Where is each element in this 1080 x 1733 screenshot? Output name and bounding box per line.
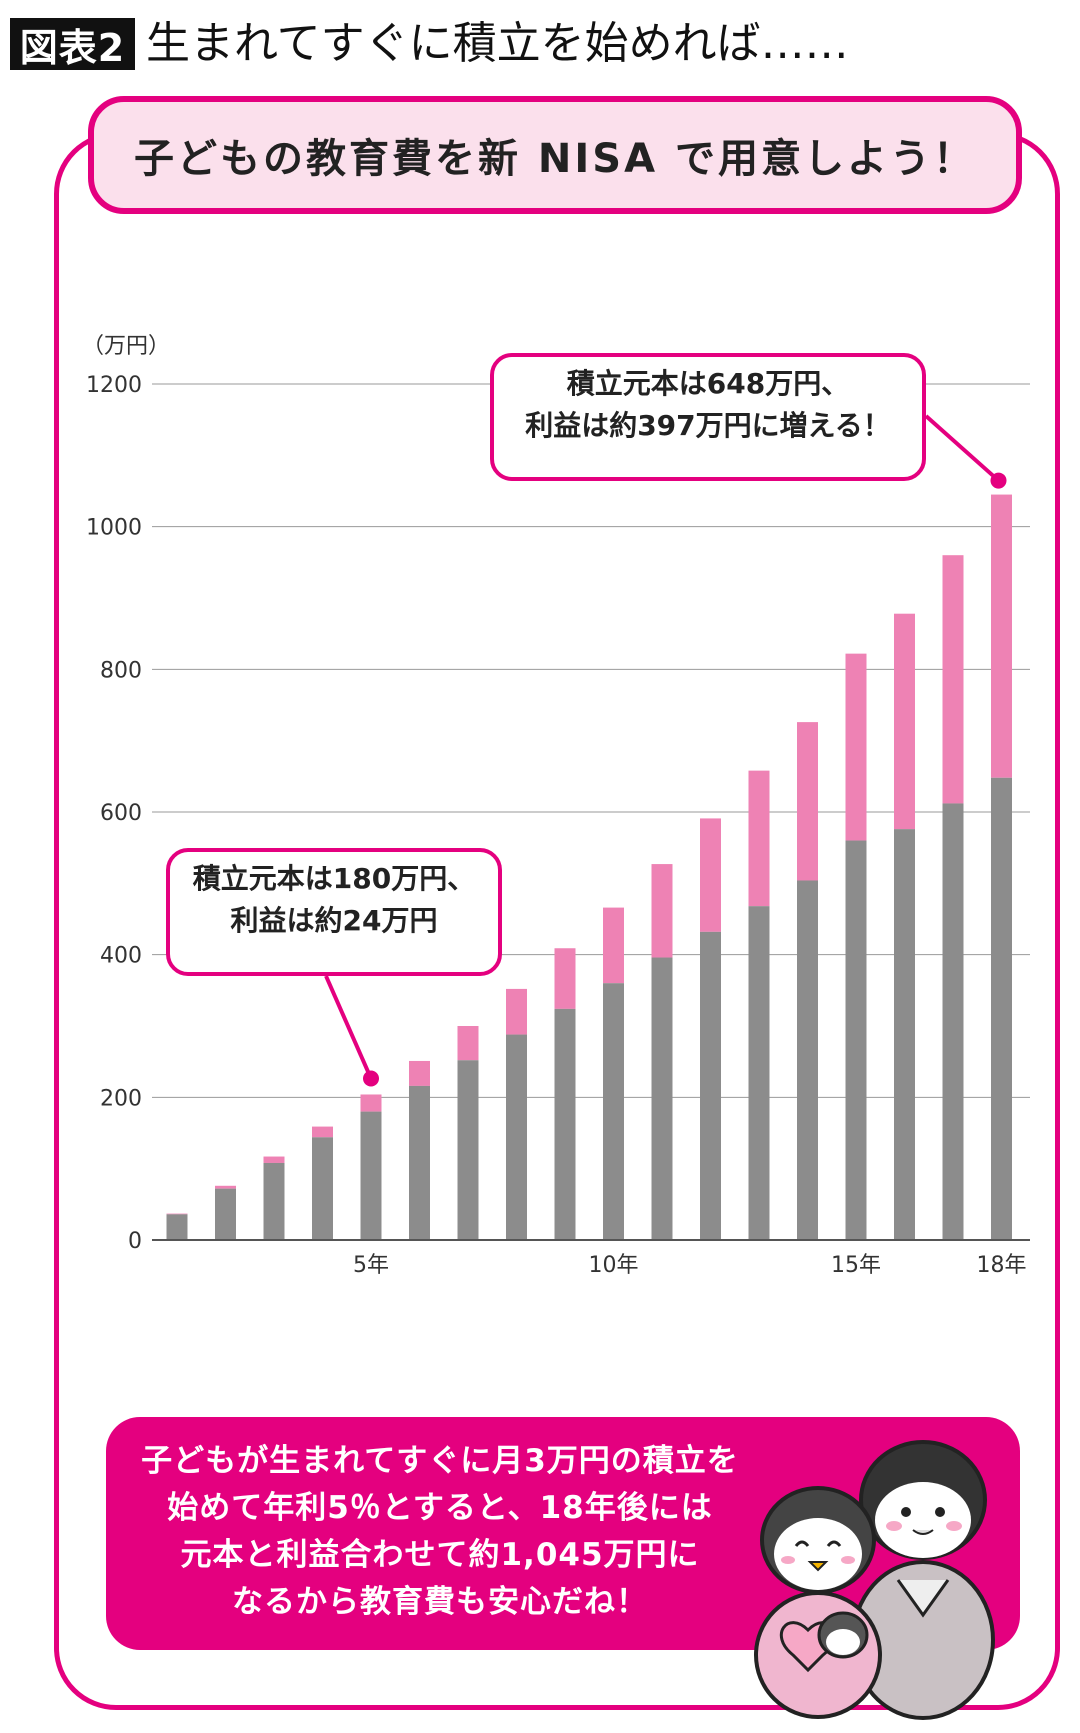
bar-principal [215,1188,236,1240]
bar-profit [700,818,721,932]
bar-profit [360,1094,382,1112]
callout-year18-line1: 積立元本は648万円、 [566,367,850,400]
bar-principal [360,1111,382,1240]
bar-profit [748,770,770,907]
bar-profit [312,1126,333,1138]
bar-principal [894,829,915,1240]
y-tick-label: 1000 [86,516,142,541]
bar-profit [651,864,673,958]
callout-year5: 積立元本は180万円、 利益は約24万円 [166,848,502,976]
callout-leaders [324,414,1007,1087]
bar-principal [942,803,964,1240]
chart-header: 子どもの教育費を新 NISA で用意しよう！ [88,96,1022,214]
leader-dot-year5 [363,1070,379,1087]
x-tick-label: 10年 [589,1253,639,1278]
x-tick-label: 15年 [831,1253,881,1278]
callout-year5-line2: 利益は約24万円 [230,904,438,937]
bar-principal [797,880,818,1240]
leader-line-year5 [324,975,373,1080]
y-tick-label: 1200 [86,373,142,398]
figure-title: 生まれてすぐに積立を始めれば…… [146,18,849,69]
summary-line: 子どもが生まれてすぐに月3万円の積立を [141,1443,739,1479]
x-tick-label: 18年 [977,1253,1027,1278]
bar-principal [748,906,770,1240]
y-axis-unit: （万円） [82,334,170,359]
bar-profit [991,494,1012,778]
bar-profit [166,1213,188,1215]
callout-year5-line1: 積立元本は180万円、 [192,862,476,895]
bars-layer [166,494,1012,1240]
bar-principal [409,1085,430,1240]
y-tick-label: 800 [100,658,142,683]
callout-year18: 積立元本は648万円、 利益は約397万円に増える！ [490,353,926,481]
callout-year18-line2: 利益は約397万円に増える！ [525,409,891,442]
bar-profit [215,1185,236,1189]
bar-principal [263,1162,285,1240]
summary-line: 始めて年利5％とすると、18年後には [167,1490,713,1526]
leader-line-year18 [924,414,1000,483]
summary-line: なるから教育費も安心だね！ [232,1584,648,1620]
bar-principal [845,840,867,1240]
bar-principal [457,1060,479,1240]
bar-profit [797,722,818,881]
bar-principal [700,931,721,1240]
bar-profit [554,948,576,1009]
summary-line: 元本と利益合わせて約1,045万円に [180,1537,700,1573]
bar-profit [457,1026,479,1061]
y-tick-label: 200 [100,1086,142,1111]
bar-principal [312,1137,333,1240]
bar-principal [603,983,624,1240]
bar-principal [554,1008,576,1240]
leader-dot-year18 [990,472,1007,489]
y-tick-label: 600 [100,801,142,826]
penguin-family-icon [754,1440,995,1720]
bar-principal [166,1214,188,1240]
bar-principal [506,1034,527,1240]
x-tick-label: 5年 [353,1253,389,1278]
y-tick-label: 0 [128,1229,142,1254]
figure-label: 図表2 [10,18,135,70]
bar-profit [942,555,964,804]
bar-profit [409,1060,430,1086]
bar-profit [603,907,624,984]
bar-principal [991,777,1012,1240]
axis-layer: 0 200 400 600 800 1000 1200 （万円） 5年 10年 15年 18年 [82,334,1030,1278]
bar-profit [263,1156,285,1163]
bar-profit [506,988,527,1035]
bar-profit [894,613,915,830]
bar-profit [845,653,867,841]
bar-principal [651,957,673,1240]
y-tick-label: 400 [100,944,142,969]
summary-text: 子どもが生まれてすぐに月3万円の積立を 始めて年利5％とすると、18年後には 元… [120,1438,760,1626]
